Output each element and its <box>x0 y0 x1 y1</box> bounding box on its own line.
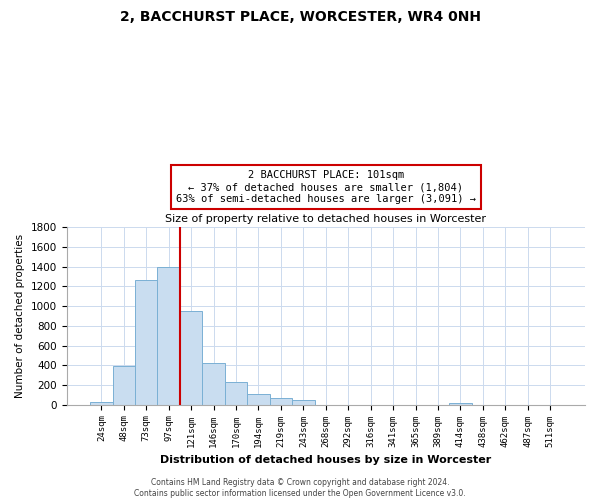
Text: 2 BACCHURST PLACE: 101sqm
← 37% of detached houses are smaller (1,804)
63% of se: 2 BACCHURST PLACE: 101sqm ← 37% of detac… <box>176 170 476 203</box>
Bar <box>225 382 247 404</box>
Y-axis label: Number of detached properties: Number of detached properties <box>15 234 25 398</box>
Text: 2, BACCHURST PLACE, WORCESTER, WR4 0NH: 2, BACCHURST PLACE, WORCESTER, WR4 0NH <box>119 10 481 24</box>
Bar <box>247 394 269 404</box>
Bar <box>180 311 202 404</box>
Bar <box>135 280 157 404</box>
X-axis label: Distribution of detached houses by size in Worcester: Distribution of detached houses by size … <box>160 455 491 465</box>
Bar <box>157 266 180 404</box>
Bar <box>449 403 472 404</box>
Bar <box>90 402 113 404</box>
Bar <box>113 366 135 405</box>
Bar <box>292 400 314 404</box>
Bar <box>202 364 225 405</box>
Title: Size of property relative to detached houses in Worcester: Size of property relative to detached ho… <box>165 214 486 224</box>
Bar <box>269 398 292 404</box>
Text: Contains HM Land Registry data © Crown copyright and database right 2024.
Contai: Contains HM Land Registry data © Crown c… <box>134 478 466 498</box>
